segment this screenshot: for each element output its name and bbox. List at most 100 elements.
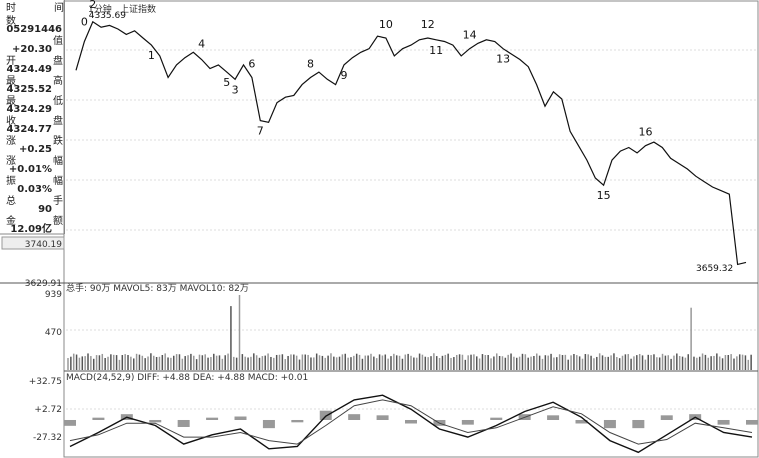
info-row-value: 4325.52 — [6, 84, 52, 95]
macd-axis-mid: +2.72 — [34, 405, 62, 415]
info-row-suffix: 幅 — [53, 156, 63, 167]
info-row: 最 4325.52 高 — [0, 75, 64, 95]
info-row-value: 4324.49 — [6, 64, 52, 75]
info-row-value: 90 — [38, 204, 52, 215]
macd-histogram-bar — [490, 417, 503, 420]
info-row-value: 4324.77 — [6, 124, 52, 135]
info-header-row: 时 间 — [0, 2, 64, 15]
macd-axis-min: -27.32 — [33, 433, 62, 443]
info-row-label: 收 — [6, 116, 16, 127]
info-row: 收 4324.77 盘 — [0, 115, 64, 135]
info-time-label-2: 间 — [54, 3, 64, 14]
info-row: 开 4324.49 盘 — [0, 55, 64, 75]
index-name: 上证指数 — [120, 3, 156, 15]
macd-dea-line — [69, 399, 753, 445]
wave-label: 15 — [597, 189, 611, 202]
wave-label: 5 — [223, 76, 230, 89]
info-row-value: +20.30 — [11, 44, 52, 55]
info-row-suffix: 高 — [53, 76, 63, 87]
info-row: 金 12.09亿额 — [0, 215, 64, 235]
price-box-value: 3740.19 — [25, 240, 62, 250]
info-row-suffix: 额 — [53, 216, 63, 227]
wave-label: 8 — [307, 57, 314, 70]
timeframe-label: 1分钟 — [88, 3, 112, 15]
macd-histogram-bar — [746, 419, 758, 425]
wave-label: 10 — [379, 18, 393, 31]
wave-label: 6 — [248, 57, 255, 70]
info-row-suffix: 跌 — [53, 136, 63, 147]
macd-histogram-bar — [376, 415, 389, 420]
macd-histogram-bar — [177, 419, 190, 427]
info-row-value: 4324.29 — [6, 104, 52, 115]
wave-label: 2 — [89, 0, 96, 11]
volume-panel — [67, 295, 752, 370]
wave-label: 7 — [257, 125, 264, 138]
wave-label: 0 — [81, 16, 88, 29]
wave-label: 12 — [421, 18, 435, 31]
info-row: 涨 +0.01% 幅 — [0, 155, 64, 175]
info-row-label: 数 — [6, 16, 16, 27]
info-row-value: +0.01% — [8, 164, 52, 175]
info-row-label: 涨 — [6, 156, 16, 167]
info-row: 振 0.03% 幅 — [0, 175, 64, 195]
price-grid — [66, 49, 756, 410]
volume-axis-max: 939 — [45, 290, 62, 300]
volume-title: 总手: 90万 MAVOL5: 83万 MAVOL10: 82万 — [66, 282, 249, 294]
info-row-label: 最 — [6, 76, 16, 87]
info-time-label: 时 — [6, 3, 16, 14]
info-row: 总 90 手 — [0, 195, 64, 215]
wave-label: 1 — [148, 49, 155, 62]
macd-histogram-bar — [206, 417, 219, 420]
low-value-label: 3659.32 — [696, 264, 733, 274]
info-row-label: 涨 — [6, 136, 16, 147]
macd-histogram-bar — [92, 417, 105, 420]
macd-histogram-bar — [632, 419, 645, 429]
info-row-suffix: 盘 — [53, 56, 63, 67]
info-row-label: 总 — [6, 196, 16, 207]
info-panel: 时 间 数 05291446 +20.30 值开 4324.49 盘最 4325.52 高最 4… — [0, 0, 65, 235]
wave-label: 13 — [496, 53, 510, 66]
info-row-value: +0.25 — [18, 144, 52, 155]
macd-histogram-bar — [405, 419, 417, 424]
price-line — [75, 20, 747, 266]
wave-label: 3 — [232, 83, 239, 96]
high-value-label: 4335.69 — [89, 11, 126, 21]
info-row-label: 开 — [6, 56, 16, 67]
price-axis-low: 3629.91 — [25, 279, 62, 289]
info-row-label: 金 — [6, 216, 16, 227]
info-row-suffix: 值 — [53, 36, 63, 47]
wave-label: 14 — [463, 29, 477, 42]
macd-histogram-bar — [262, 419, 275, 429]
macd-histogram-bar — [149, 419, 162, 423]
info-row-value: 05291446 — [6, 24, 62, 35]
macd-axis-max: +32.75 — [29, 377, 62, 387]
info-row-label: 最 — [6, 96, 16, 107]
chart-frame — [63, 0, 759, 458]
macd-diff-line — [69, 394, 753, 454]
macd-histogram-bar — [575, 419, 588, 424]
info-row-suffix: 盘 — [53, 116, 63, 127]
macd-panel — [64, 394, 758, 454]
price-box — [1, 236, 65, 250]
info-row-label: 振 — [6, 176, 16, 187]
macd-histogram-bar — [319, 410, 332, 420]
volume-axis-mid: 470 — [45, 328, 62, 338]
info-row-suffix: 幅 — [53, 176, 63, 187]
macd-histogram-bar — [348, 414, 361, 420]
macd-histogram-bar — [64, 419, 76, 426]
macd-title: MACD(24,52,9) DIFF: +4.88 DEA: +4.88 MAC… — [66, 373, 308, 383]
wave-label: 11 — [429, 44, 443, 57]
info-row: 数 05291446 — [0, 15, 64, 35]
macd-histogram-bar — [547, 415, 560, 420]
macd-histogram-bar — [461, 419, 474, 425]
macd-histogram-bar — [717, 419, 730, 425]
wave-label: 9 — [341, 69, 348, 82]
info-row: 最 4324.29 低 — [0, 95, 64, 115]
info-row-value: 0.03% — [17, 184, 52, 195]
info-row: 涨 +0.25 跌 — [0, 135, 64, 155]
macd-histogram-bar — [603, 419, 616, 429]
info-row-suffix: 低 — [53, 96, 63, 107]
macd-histogram-bar — [660, 415, 673, 420]
